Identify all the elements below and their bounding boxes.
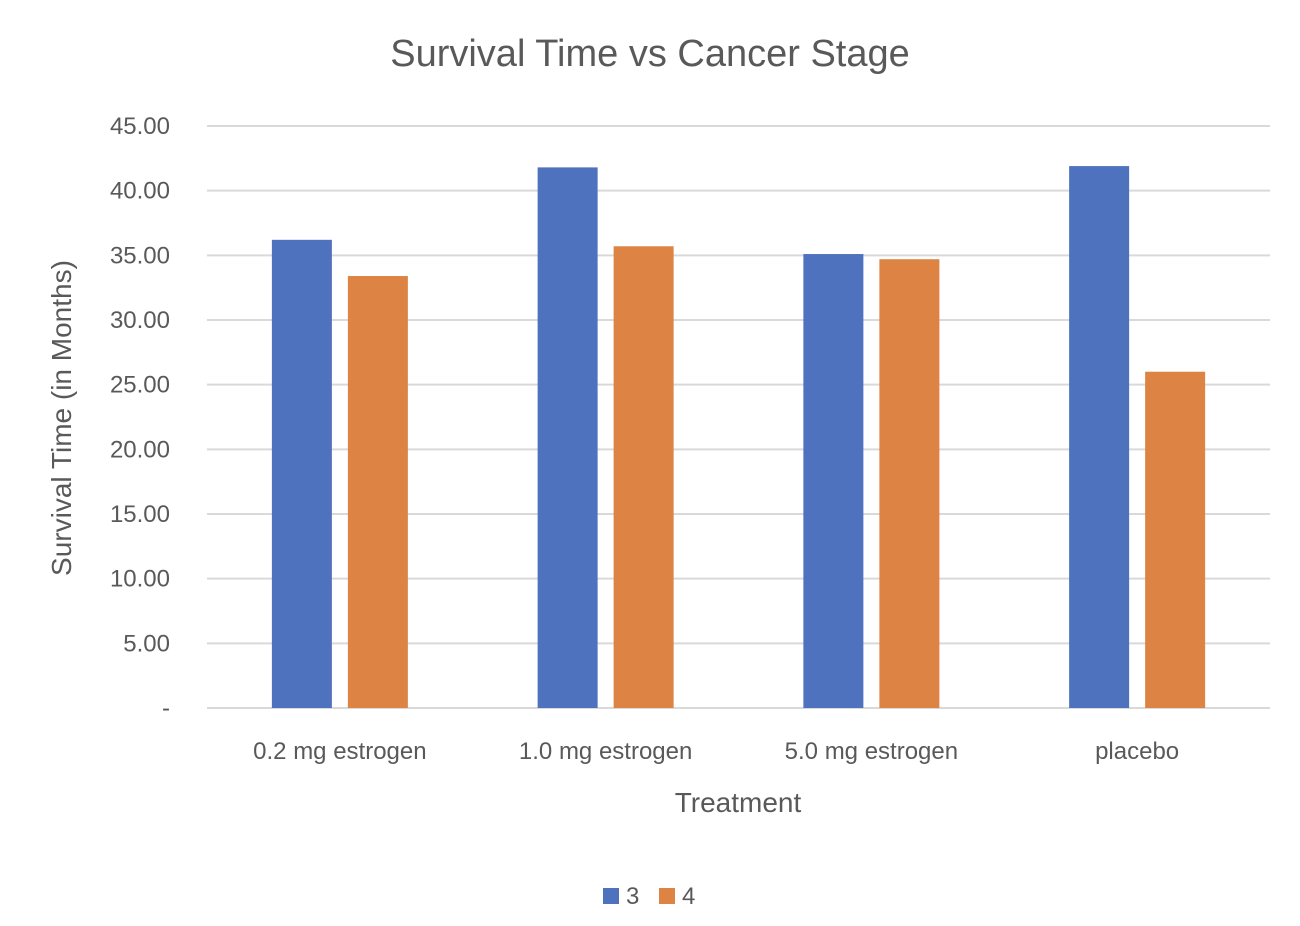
bar-series-3-1-0-mg-estrogen [537, 167, 598, 709]
y-tick-label: 20.00 [110, 436, 170, 463]
y-tick-label: 40.00 [110, 178, 170, 205]
y-tick-label: 45.00 [110, 113, 170, 140]
y-tick-label: 35.00 [110, 242, 170, 269]
bar-series-4-5-0-mg-estrogen [879, 259, 940, 708]
y-tick-label: 15.00 [110, 501, 170, 528]
legend-swatch-3 [603, 888, 619, 904]
y-tick-label: 10.00 [110, 566, 170, 593]
legend-label-3: 3 [626, 883, 639, 910]
y-tick-label: - [162, 695, 170, 722]
y-axis-title: Survival Time (in Months) [46, 260, 77, 576]
bar-series-3-5-0-mg-estrogen [803, 254, 864, 709]
x-tick-label: 1.0 mg estrogen [519, 738, 692, 765]
x-axis-title: Treatment [675, 787, 802, 818]
bar-series-4-placebo [1145, 371, 1206, 708]
x-tick-label: 5.0 mg estrogen [785, 738, 958, 765]
x-tick-label: placebo [1095, 738, 1179, 765]
x-axis-tick-labels: 0.2 mg estrogen 1.0 mg estrogen 5.0 mg est… [253, 738, 1179, 765]
legend-label-4: 4 [682, 883, 695, 910]
bar-series-3-0-2-mg-estrogen [271, 239, 332, 708]
chart-title: Survival Time vs Cancer Stage [390, 33, 910, 75]
bar-series-4-0-2-mg-estrogen [347, 276, 408, 708]
bar-series-3-placebo [1069, 166, 1130, 709]
bars [271, 166, 1206, 709]
y-axis-tick-labels: - 5.00 10.00 15.00 20.00 25.00 30.00 35.00 40.00… [110, 113, 170, 722]
x-tick-label: 0.2 mg estrogen [253, 738, 426, 765]
bar-series-4-1-0-mg-estrogen [613, 246, 674, 708]
y-tick-label: 25.00 [110, 372, 170, 399]
y-tick-label: 5.00 [123, 630, 170, 657]
y-tick-label: 30.00 [110, 307, 170, 334]
legend-swatch-4 [659, 888, 675, 904]
